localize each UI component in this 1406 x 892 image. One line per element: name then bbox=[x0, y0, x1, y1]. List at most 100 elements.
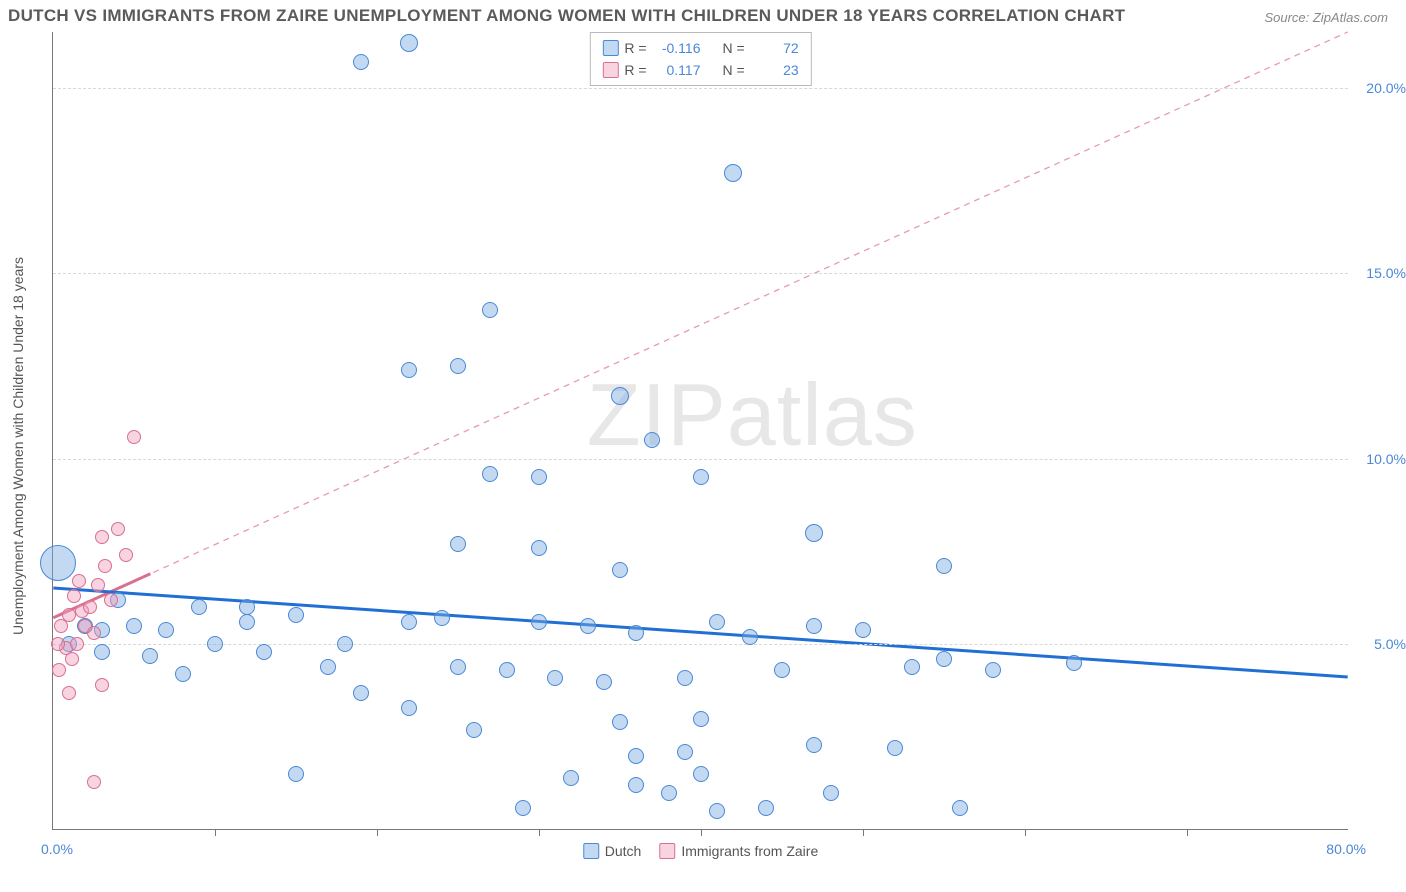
data-point-dutch bbox=[644, 432, 660, 448]
data-point-dutch bbox=[320, 659, 336, 675]
data-point-dutch bbox=[887, 740, 903, 756]
data-point-zaire bbox=[51, 637, 65, 651]
data-point-dutch bbox=[774, 662, 790, 678]
gridline bbox=[53, 273, 1348, 274]
gridline bbox=[53, 459, 1348, 460]
data-point-dutch bbox=[499, 662, 515, 678]
legend: Dutch Immigrants from Zaire bbox=[583, 843, 819, 859]
legend-swatch-zaire bbox=[659, 843, 675, 859]
data-point-dutch bbox=[531, 469, 547, 485]
source-attribution: Source: ZipAtlas.com bbox=[1264, 10, 1388, 25]
data-point-zaire bbox=[95, 678, 109, 692]
data-point-dutch bbox=[580, 618, 596, 634]
legend-label-zaire: Immigrants from Zaire bbox=[681, 843, 818, 859]
x-axis-max-label: 80.0% bbox=[1326, 841, 1366, 857]
data-point-dutch bbox=[158, 622, 174, 638]
data-point-dutch bbox=[401, 700, 417, 716]
data-point-dutch bbox=[353, 54, 369, 70]
data-point-dutch bbox=[482, 466, 498, 482]
data-point-dutch bbox=[547, 670, 563, 686]
data-point-dutch bbox=[337, 636, 353, 652]
watermark-thin: atlas bbox=[727, 365, 918, 464]
swatch-dutch bbox=[602, 40, 618, 56]
data-point-dutch bbox=[724, 164, 742, 182]
data-point-zaire bbox=[62, 608, 76, 622]
data-point-zaire bbox=[91, 578, 105, 592]
data-point-dutch bbox=[693, 766, 709, 782]
data-point-zaire bbox=[95, 530, 109, 544]
data-point-dutch bbox=[758, 800, 774, 816]
stats-n-dutch: 72 bbox=[751, 40, 799, 56]
stats-row-dutch: R = -0.116 N = 72 bbox=[602, 37, 798, 59]
data-point-dutch bbox=[94, 644, 110, 660]
swatch-zaire bbox=[602, 62, 618, 78]
data-point-zaire bbox=[127, 430, 141, 444]
data-point-dutch bbox=[677, 744, 693, 760]
data-point-dutch bbox=[288, 766, 304, 782]
plot-area: ZIPatlas 5.0%10.0%15.0%20.0% 0.0% 80.0% … bbox=[52, 32, 1348, 830]
stats-n-label: N = bbox=[723, 62, 745, 78]
data-point-dutch bbox=[628, 748, 644, 764]
data-point-zaire bbox=[104, 593, 118, 607]
data-point-dutch bbox=[175, 666, 191, 682]
data-point-dutch bbox=[855, 622, 871, 638]
data-point-dutch bbox=[628, 625, 644, 641]
data-point-zaire bbox=[111, 522, 125, 536]
data-point-dutch bbox=[709, 803, 725, 819]
chart-svg bbox=[53, 32, 1348, 829]
data-point-zaire bbox=[65, 652, 79, 666]
legend-item-dutch: Dutch bbox=[583, 843, 642, 859]
gridline bbox=[53, 88, 1348, 89]
data-point-dutch bbox=[207, 636, 223, 652]
data-point-dutch bbox=[515, 800, 531, 816]
gridline bbox=[53, 644, 1348, 645]
data-point-zaire bbox=[62, 686, 76, 700]
data-point-dutch bbox=[401, 362, 417, 378]
y-axis-label: Unemployment Among Women with Children U… bbox=[10, 257, 26, 635]
data-point-dutch bbox=[400, 34, 418, 52]
y-tick-label: 10.0% bbox=[1366, 451, 1406, 467]
data-point-dutch bbox=[288, 607, 304, 623]
data-point-dutch bbox=[450, 358, 466, 374]
data-point-dutch bbox=[531, 540, 547, 556]
data-point-dutch bbox=[693, 711, 709, 727]
data-point-zaire bbox=[87, 775, 101, 789]
data-point-dutch bbox=[256, 644, 272, 660]
trendline-zaire-dashed bbox=[53, 32, 1347, 618]
legend-item-zaire: Immigrants from Zaire bbox=[659, 843, 818, 859]
data-point-dutch bbox=[126, 618, 142, 634]
y-tick-label: 15.0% bbox=[1366, 265, 1406, 281]
stats-n-label: N = bbox=[723, 40, 745, 56]
data-point-dutch bbox=[806, 737, 822, 753]
legend-swatch-dutch bbox=[583, 843, 599, 859]
data-point-zaire bbox=[98, 559, 112, 573]
data-point-dutch bbox=[742, 629, 758, 645]
data-point-dutch bbox=[401, 614, 417, 630]
stats-r-label: R = bbox=[624, 40, 646, 56]
stats-r-zaire: 0.117 bbox=[653, 62, 701, 78]
data-point-dutch bbox=[563, 770, 579, 786]
y-tick-label: 5.0% bbox=[1374, 636, 1406, 652]
stats-r-dutch: -0.116 bbox=[653, 40, 701, 56]
x-axis-min-label: 0.0% bbox=[41, 841, 73, 857]
data-point-zaire bbox=[119, 548, 133, 562]
data-point-dutch bbox=[904, 659, 920, 675]
data-point-dutch bbox=[612, 714, 628, 730]
stats-n-zaire: 23 bbox=[751, 62, 799, 78]
data-point-dutch bbox=[611, 387, 629, 405]
data-point-dutch bbox=[466, 722, 482, 738]
correlation-stats-box: R = -0.116 N = 72 R = 0.117 N = 23 bbox=[589, 32, 811, 86]
data-point-dutch bbox=[985, 662, 1001, 678]
x-tick bbox=[1187, 829, 1188, 836]
data-point-dutch bbox=[661, 785, 677, 801]
data-point-dutch bbox=[239, 599, 255, 615]
x-tick bbox=[377, 829, 378, 836]
data-point-zaire bbox=[83, 600, 97, 614]
data-point-zaire bbox=[67, 589, 81, 603]
watermark: ZIPatlas bbox=[587, 364, 918, 466]
watermark-bold: ZIP bbox=[587, 365, 727, 464]
data-point-dutch bbox=[806, 618, 822, 634]
data-point-dutch bbox=[191, 599, 207, 615]
data-point-dutch bbox=[596, 674, 612, 690]
data-point-dutch bbox=[450, 536, 466, 552]
